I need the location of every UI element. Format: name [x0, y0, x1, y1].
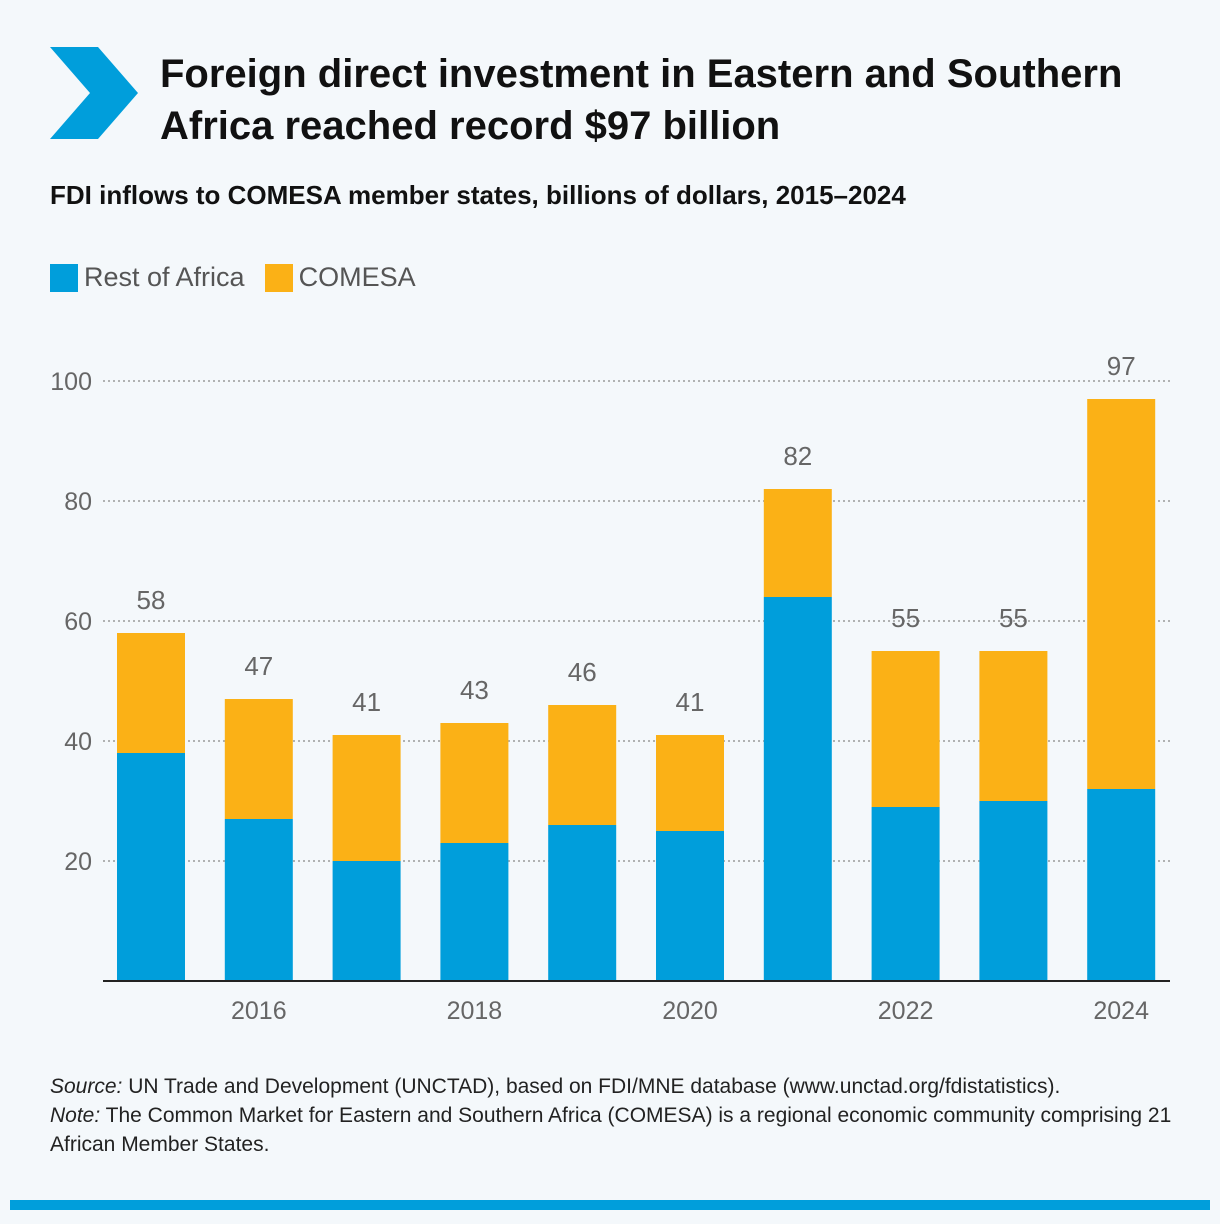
bar-comesa [656, 735, 724, 831]
legend-swatch-comesa [264, 263, 293, 292]
y-tick-label: 40 [64, 728, 92, 756]
bar-comesa [871, 651, 940, 807]
bar-total-label: 46 [568, 657, 597, 687]
bar-rest-of-africa [979, 801, 1048, 981]
bar-rest-of-africa [224, 819, 293, 981]
bar-total-label: 55 [891, 603, 920, 633]
x-tick-label: 2016 [231, 997, 287, 1025]
note-text: The Common Market for Eastern and Southe… [50, 1104, 1172, 1156]
bar-comesa [763, 489, 832, 597]
bar-rest-of-africa [763, 597, 832, 981]
note-line: Note: The Common Market for Eastern and … [50, 1101, 1190, 1159]
bar-total-label: 97 [1107, 351, 1136, 381]
source-label: Source: [50, 1075, 123, 1098]
bar-comesa [440, 723, 509, 843]
stacked-bar-chart: 20 40 60 80 100 58 47 2016 41 43 2018 46 41 2020 82 55 2… [50, 351, 1170, 1025]
y-tick-label: 100 [50, 368, 92, 396]
bar-comesa [332, 735, 401, 861]
bar-total-label: 47 [244, 651, 273, 681]
bar-rest-of-africa [548, 825, 617, 981]
chart-subtitle: FDI inflows to COMESA member states, bil… [50, 180, 906, 210]
bar-total-label: 43 [460, 675, 489, 705]
bar-total-label: 41 [676, 687, 705, 717]
bar-total-label: 55 [999, 603, 1028, 633]
legend-item-rest-of-africa: Rest of Africa [50, 262, 245, 293]
bar-comesa [117, 633, 185, 753]
bar-comesa [979, 651, 1048, 801]
x-tick-label: 2018 [447, 997, 503, 1025]
bar-comesa [548, 705, 617, 825]
x-tick-label: 2022 [878, 997, 934, 1025]
legend-label-comesa: COMESA [298, 262, 416, 292]
bar-rest-of-africa [117, 753, 185, 981]
bar-comesa [224, 699, 293, 819]
source-text: UN Trade and Development (UNCTAD), based… [122, 1075, 1061, 1098]
note-label: Note: [50, 1104, 101, 1127]
y-tick-label: 60 [64, 608, 92, 636]
source-line: Source: UN Trade and Development (UNCTAD… [50, 1072, 1190, 1101]
bar-total-label: 82 [783, 441, 812, 471]
legend-swatch-rest-of-africa [50, 263, 78, 292]
y-tick-label: 80 [64, 488, 92, 516]
bar-total-label: 58 [137, 585, 166, 615]
chevron-logo-icon [50, 47, 138, 139]
y-tick-label: 20 [64, 848, 92, 876]
bar-total-label: 41 [352, 687, 381, 717]
bar-rest-of-africa [871, 807, 940, 981]
bar-rest-of-africa [656, 831, 724, 981]
x-tick-label: 2024 [1093, 997, 1149, 1025]
bar-rest-of-africa [1087, 789, 1156, 981]
bar-rest-of-africa [332, 861, 401, 981]
footer-notes: Source: UN Trade and Development (UNCTAD… [50, 1072, 1190, 1159]
legend: Rest of Africa COMESA [50, 262, 436, 293]
bar-rest-of-africa [440, 843, 509, 981]
bar-comesa [1087, 399, 1156, 789]
chart-title: Foreign direct investment in Eastern and… [160, 52, 1123, 148]
legend-item-comesa: COMESA [264, 262, 416, 293]
bottom-accent-bar [10, 1200, 1210, 1210]
legend-label-rest-of-africa: Rest of Africa [84, 262, 245, 292]
x-tick-label: 2020 [662, 997, 718, 1025]
